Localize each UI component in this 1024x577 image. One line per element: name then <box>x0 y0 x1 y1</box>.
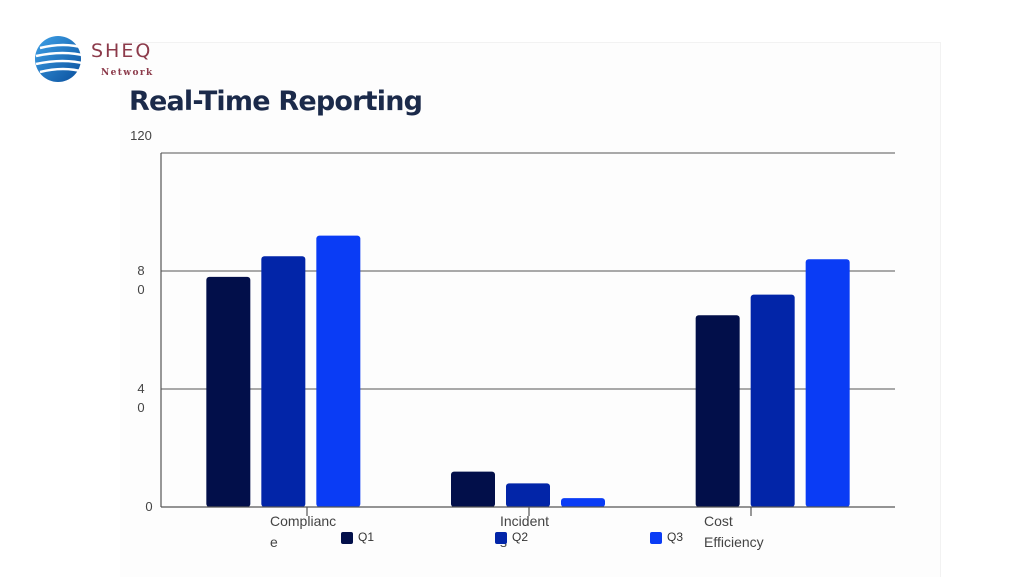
x-category-label: Cost Efficiency <box>704 513 764 550</box>
sheq-logo-globe-icon <box>35 36 87 82</box>
bar-q2 <box>506 483 550 507</box>
x-category-label: Complianc e <box>270 513 336 550</box>
bar-q1 <box>451 471 495 507</box>
legend-label-q1: Q1 <box>358 530 374 544</box>
legend-label-q3: Q3 <box>667 530 683 544</box>
logo-text: SHEQ <box>91 40 153 62</box>
bar-q3 <box>561 498 605 507</box>
legend-swatch-q3 <box>650 532 662 544</box>
legend-label-q2: Q2 <box>512 530 528 544</box>
y-tick-label: 0 <box>145 499 152 514</box>
page-title: Real-Time Reporting <box>129 86 423 117</box>
bar-q2 <box>750 294 795 507</box>
bar-q3 <box>805 259 850 507</box>
bar-q3 <box>316 235 361 507</box>
y-tick-label: 120 <box>130 128 152 143</box>
bar-q2 <box>261 256 306 507</box>
bar-q1 <box>206 276 251 507</box>
bar-q1 <box>695 315 740 507</box>
logo-subtext: Network <box>101 68 154 78</box>
legend-swatch-q2 <box>495 532 507 544</box>
legend-swatch-q1 <box>341 532 353 544</box>
